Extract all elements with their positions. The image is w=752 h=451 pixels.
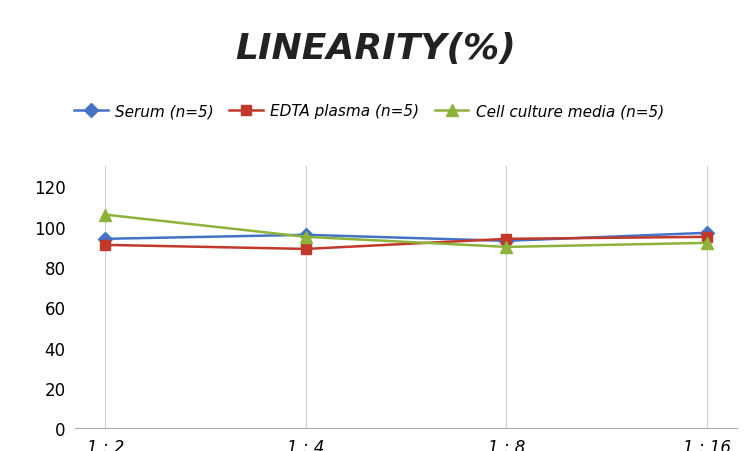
Text: LINEARITY(%): LINEARITY(%) [235, 32, 517, 65]
Legend: Serum (n=5), EDTA plasma (n=5), Cell culture media (n=5): Serum (n=5), EDTA plasma (n=5), Cell cul… [68, 98, 671, 125]
